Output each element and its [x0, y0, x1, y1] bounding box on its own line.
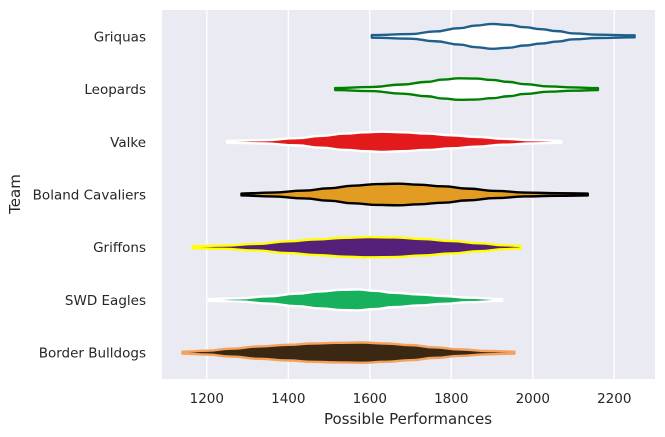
violin-griffons: [191, 235, 522, 259]
violin-griquas: [370, 22, 636, 50]
x-tick-label-2000: 2000: [516, 391, 550, 407]
x-axis-title: Possible Performances: [324, 410, 492, 428]
x-tick-label-1200: 1200: [190, 391, 224, 407]
violin-valke: [225, 130, 563, 154]
x-tick-label-1800: 1800: [434, 391, 468, 407]
y-tick-label-griffons: Griffons: [93, 240, 146, 256]
y-tick-label-boland-cavaliers: Boland Cavaliers: [33, 188, 146, 204]
y-axis-title: Team: [6, 174, 24, 215]
y-tick-label-swd-eagles: SWD Eagles: [65, 293, 146, 309]
violin-swd-eagles: [207, 288, 504, 312]
x-tick-label-2200: 2200: [597, 391, 631, 407]
violin-leopards: [333, 77, 600, 102]
y-tick-label-griquas: Griquas: [94, 29, 146, 45]
y-tick-labels: Griquas Leopards Valke Boland Cavaliers Grif…: [33, 29, 146, 361]
x-tick-label-1400: 1400: [271, 391, 305, 407]
violins: [181, 22, 636, 364]
violin-border-bulldogs: [181, 341, 516, 364]
y-tick-label-leopards: Leopards: [84, 82, 146, 98]
x-tick-labels: 1200 1400 1600 1800 2000 2200: [190, 391, 632, 407]
y-tick-label-border-bulldogs: Border Bulldogs: [39, 346, 146, 362]
y-tick-label-valke: Valke: [110, 135, 146, 151]
violin-boland-cavaliers: [240, 182, 589, 207]
x-tick-label-1600: 1600: [353, 391, 387, 407]
